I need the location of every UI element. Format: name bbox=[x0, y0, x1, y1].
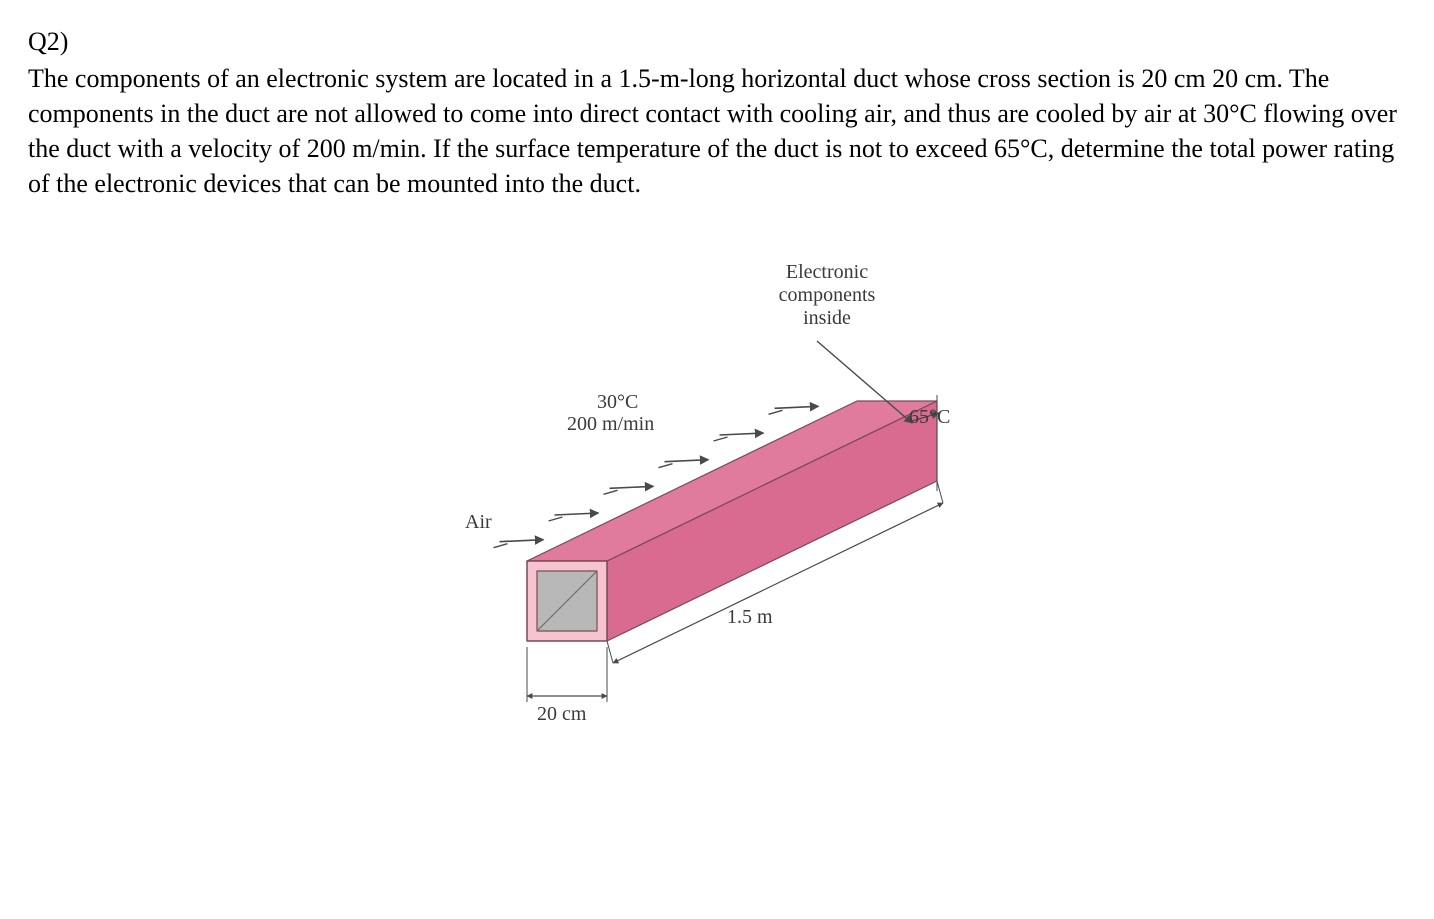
duct-figure: Electroniccomponentsinside 30°C 200 m/mi… bbox=[457, 261, 977, 741]
question-label: Q2) bbox=[28, 24, 1406, 59]
label-air-vel: 200 m/min bbox=[567, 413, 654, 436]
label-length: 1.5 m bbox=[727, 606, 773, 629]
label-air-temp: 30°C bbox=[597, 391, 638, 414]
problem-text: The components of an electronic system a… bbox=[28, 61, 1406, 201]
label-air-word: Air bbox=[465, 511, 492, 534]
label-width: 20 cm bbox=[537, 703, 586, 726]
figure-container: Electroniccomponentsinside 30°C 200 m/mi… bbox=[28, 261, 1406, 741]
label-surface-temp: 65°C bbox=[909, 406, 950, 429]
duct-svg bbox=[457, 261, 977, 741]
label-components: Electroniccomponentsinside bbox=[757, 261, 897, 330]
